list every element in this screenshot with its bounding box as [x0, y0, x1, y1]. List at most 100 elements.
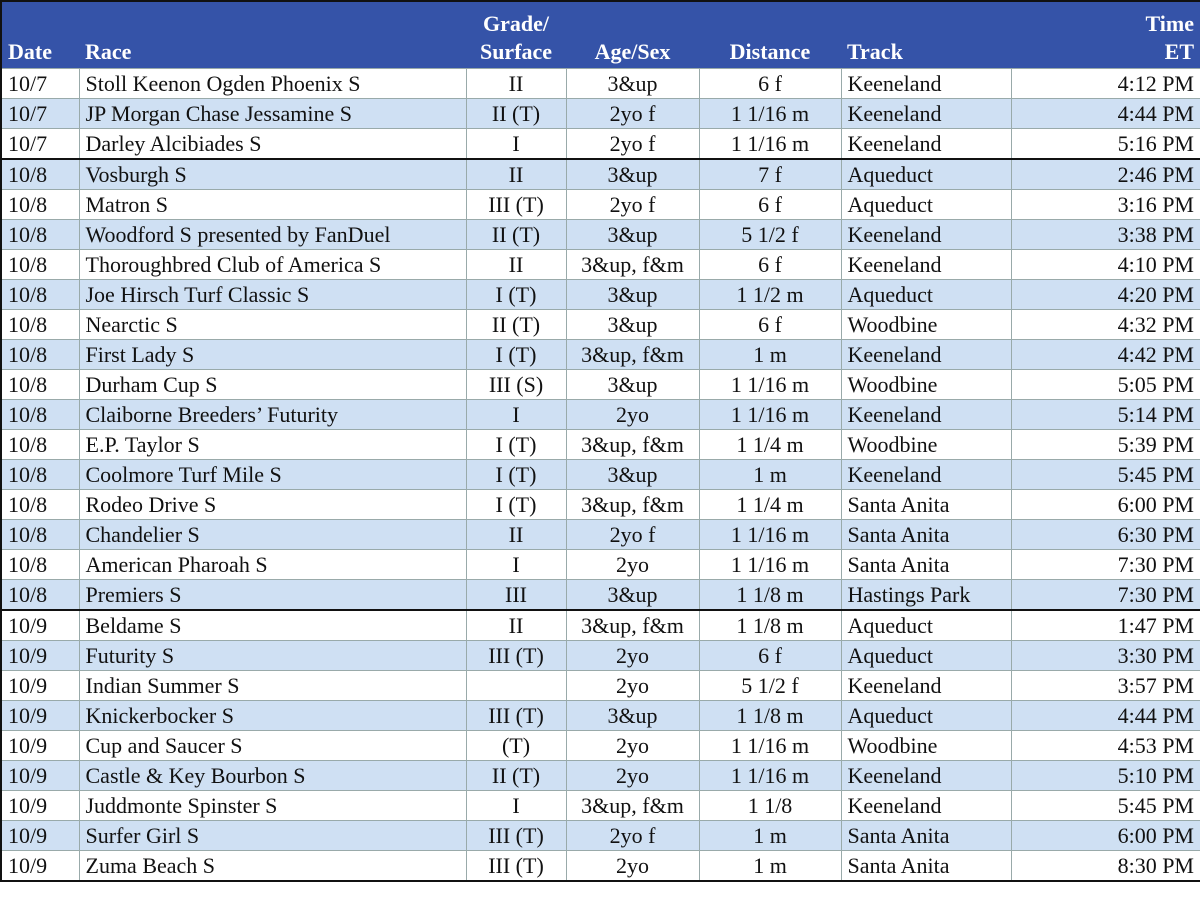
table-cell: 3&up — [565, 459, 700, 490]
table-cell: 3&up — [565, 369, 700, 400]
table-cell: 5:16 PM — [1010, 128, 1200, 160]
table-cell: Stoll Keenon Ogden Phoenix S — [78, 68, 467, 99]
table-cell: 3&up, f&m — [565, 249, 700, 280]
table-cell: 6:00 PM — [1010, 820, 1200, 851]
table-cell: II — [465, 158, 567, 190]
table-cell: Aqueduct — [840, 609, 1012, 641]
table-cell: 5 1/2 f — [698, 219, 842, 250]
table-cell: I (T) — [465, 429, 567, 460]
table-cell: I (T) — [465, 489, 567, 520]
table-cell: Aqueduct — [840, 189, 1012, 220]
table-cell: I (T) — [465, 279, 567, 310]
table-cell: III (S) — [465, 369, 567, 400]
table-row: 10/8 Vosburgh S II 3&up 7 f Aqueduct 2:46 PM — [0, 158, 1200, 190]
table-cell: 2yo — [565, 850, 700, 882]
table-cell: 3:38 PM — [1010, 219, 1200, 250]
table-cell: Keeneland — [840, 760, 1012, 791]
table-cell: III (T) — [465, 640, 567, 671]
table-cell: Rodeo Drive S — [78, 489, 467, 520]
table-cell: 6:30 PM — [1010, 519, 1200, 550]
header-text: Race — [85, 39, 132, 64]
table-cell: 4:20 PM — [1010, 279, 1200, 310]
table-cell: I (T) — [465, 339, 567, 370]
table-cell: 1 1/2 m — [698, 279, 842, 310]
table-cell: III (T) — [465, 820, 567, 851]
table-cell: 10/8 — [0, 429, 80, 460]
table-cell: Castle & Key Bourbon S — [78, 760, 467, 791]
table-cell: 2yo f — [565, 128, 700, 160]
table-cell: Santa Anita — [840, 820, 1012, 851]
table-row: 10/9 Indian Summer S 2yo 5 1/2 f Keeneland 3:… — [0, 670, 1200, 701]
table-cell: 10/9 — [0, 820, 80, 851]
table-cell: 10/9 — [0, 760, 80, 791]
table-row: 10/9 Beldame S II 3&up, f&m 1 1/8 m Aqueduct 1… — [0, 609, 1200, 641]
table-row: 10/7 Stoll Keenon Ogden Phoenix S II 3&up 6 … — [0, 68, 1200, 99]
table-cell: II — [465, 68, 567, 99]
table-cell: I — [465, 790, 567, 821]
table-cell: 1 1/8 m — [698, 609, 842, 641]
table-cell: Hastings Park — [840, 579, 1012, 611]
table-cell: 3&up — [565, 700, 700, 731]
table-cell: 10/9 — [0, 640, 80, 671]
header-cell: Track — [841, 1, 1011, 69]
table-cell: Knickerbocker S — [78, 700, 467, 731]
header-cell: Distance — [699, 1, 841, 69]
table-cell: 1 1/8 — [698, 790, 842, 821]
table-cell: 10/8 — [0, 549, 80, 580]
table-cell: 10/8 — [0, 399, 80, 430]
table-cell: Nearctic S — [78, 309, 467, 340]
table-cell: 2:46 PM — [1010, 158, 1200, 190]
table-cell: 4:44 PM — [1010, 700, 1200, 731]
table-cell: III (T) — [465, 700, 567, 731]
table-cell: 3&up — [565, 579, 700, 611]
table-cell: 5:45 PM — [1010, 459, 1200, 490]
table-cell: Aqueduct — [840, 158, 1012, 190]
table-cell: Claiborne Breeders’ Futurity — [78, 399, 467, 430]
table-cell: Keeneland — [840, 790, 1012, 821]
table-cell: 2yo — [565, 549, 700, 580]
header-cell: Date — [1, 1, 79, 69]
race-table: Date Race Grade/Surface Age/Sex Distance Trac… — [0, 0, 1200, 882]
table-row: 10/8 Thoroughbred Club of America S II 3&up… — [0, 249, 1200, 280]
table-cell: 1 1/16 m — [698, 549, 842, 580]
table-cell: 1 1/16 m — [698, 519, 842, 550]
table-cell: 10/9 — [0, 730, 80, 761]
table-cell: 10/8 — [0, 579, 80, 611]
table-cell: 10/8 — [0, 219, 80, 250]
table-cell: JP Morgan Chase Jessamine S — [78, 98, 467, 129]
table-cell: 5 1/2 f — [698, 670, 842, 701]
table-cell: 1 1/16 m — [698, 128, 842, 160]
table-cell — [465, 670, 567, 701]
table-cell: Santa Anita — [840, 549, 1012, 580]
table-cell: 1 m — [698, 820, 842, 851]
table-cell: 3:16 PM — [1010, 189, 1200, 220]
table-cell: 6:00 PM — [1010, 489, 1200, 520]
table-cell: Aqueduct — [840, 700, 1012, 731]
table-row: 10/8 Premiers S III 3&up 1 1/8 m Hastings Par… — [0, 579, 1200, 611]
table-cell: 1 1/16 m — [698, 98, 842, 129]
table-cell: 3&up, f&m — [565, 790, 700, 821]
table-cell: 7:30 PM — [1010, 579, 1200, 611]
table-cell: 6 f — [698, 640, 842, 671]
table-cell: Woodbine — [840, 309, 1012, 340]
table-cell: 1 m — [698, 850, 842, 882]
table-row: 10/9 Futurity S III (T) 2yo 6 f Aqueduct 3:30 … — [0, 640, 1200, 671]
table-cell: American Pharoah S — [78, 549, 467, 580]
table-cell: 4:32 PM — [1010, 309, 1200, 340]
header-cell: Time ET — [1011, 1, 1200, 69]
table-cell: 3&up — [565, 309, 700, 340]
table-cell: II — [465, 519, 567, 550]
table-cell: 1 1/4 m — [698, 429, 842, 460]
table-cell: 1 1/16 m — [698, 399, 842, 430]
table-cell: Keeneland — [840, 68, 1012, 99]
header-text: Age/Sex — [594, 39, 671, 64]
table-cell: 2yo f — [565, 98, 700, 129]
table-cell: II (T) — [465, 219, 567, 250]
table-cell: 10/9 — [0, 850, 80, 882]
table-cell: II (T) — [465, 760, 567, 791]
